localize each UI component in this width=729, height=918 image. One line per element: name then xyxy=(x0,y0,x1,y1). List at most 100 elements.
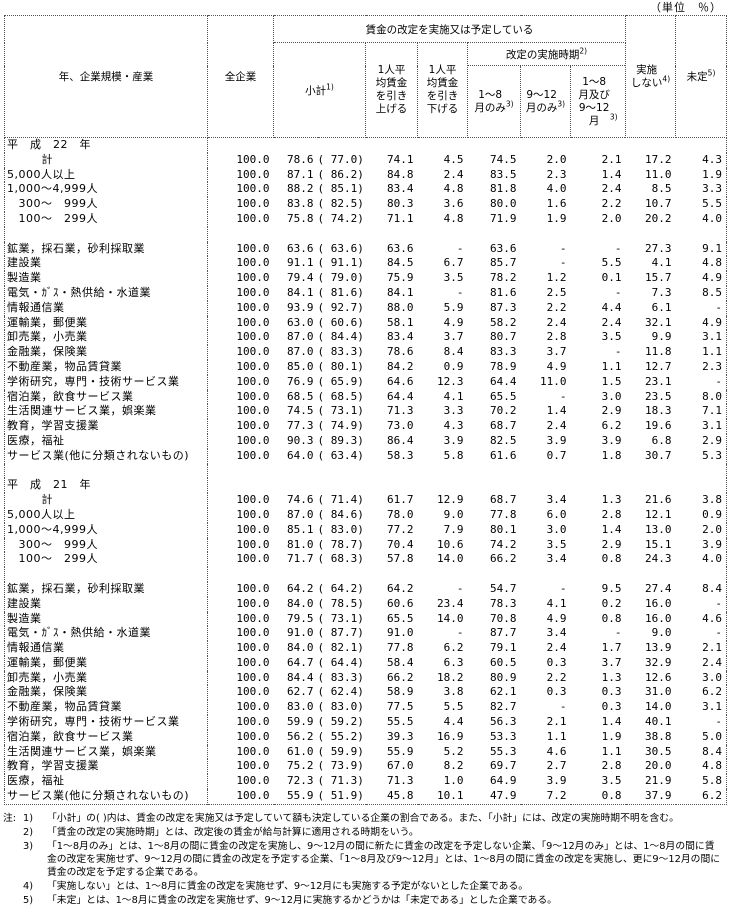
value-cell: 1.1 xyxy=(702,345,723,359)
value-cell: 2.5 xyxy=(546,285,567,299)
value-cell: 3.9 xyxy=(443,433,464,447)
footnote-ref-3: 3) xyxy=(557,99,566,108)
value-cell: 64.6 xyxy=(387,374,414,388)
data-row: 300〜 999人 100.0 81.0( 78.7) 70.4 10.6 74.2 3.5… xyxy=(4,537,727,553)
value-cell: 27.3 xyxy=(645,241,672,255)
footnote-number: 1) xyxy=(23,812,34,824)
value-cell: 9.9 xyxy=(651,330,672,344)
value-cell: 100.0 xyxy=(236,345,270,359)
value-cell xyxy=(521,464,571,479)
value-cell: 4.4 xyxy=(443,715,464,729)
value-cell: 1.4 xyxy=(601,715,622,729)
value-cell: 80.0 xyxy=(490,197,517,211)
value-cell: 100.0 xyxy=(236,641,270,655)
value-cell: 88.2 xyxy=(287,182,314,196)
value-cell: 0.9 xyxy=(443,359,464,373)
value-cell: 58.9 xyxy=(387,685,414,699)
value-cell xyxy=(626,567,676,582)
value-cell: 4.4 xyxy=(601,300,622,314)
data-row: 100〜 299人 100.0 75.8( 74.2) 71.1 4.8 71.9 1.9 2… xyxy=(4,211,727,227)
value-cell: 53.3 xyxy=(490,729,517,743)
value-cell: 68.5 xyxy=(287,389,314,403)
value-cell: 8.0 xyxy=(702,389,723,403)
data-row: 情報通信業 100.0 84.0( 82.1) 77.8 6.2 79.1 2.4 1.7 13… xyxy=(4,641,727,656)
header-timing-label: 改定の実施時期 xyxy=(505,48,580,61)
value-cell: 88.0 xyxy=(387,300,414,314)
value-cell: 5.0 xyxy=(702,729,723,743)
value-cell: 1.7 xyxy=(601,641,622,655)
footnotes: 注: 1) 「小計」の( )内は、賃金の改定を実施又は予定していて額も決定してい… xyxy=(3,812,726,907)
header-timing-sep-dec: 9〜12 月のみ3) xyxy=(520,65,571,138)
value-cell: 74.5 xyxy=(490,152,517,166)
value-cell: 2.8 xyxy=(601,507,622,521)
value-cell: 1.3 xyxy=(601,493,622,507)
value-cell: 2.2 xyxy=(546,670,567,684)
data-row: 宿泊業，飲食サービス業 100.0 56.2( 55.2) 39.3 16.9 53.3 1… xyxy=(4,729,727,745)
value-cell: 100.0 xyxy=(236,700,270,714)
data-row: 建設業 100.0 84.0( 78.5) 60.6 23.4 78.3 4.1 0.2 16.… xyxy=(4,596,727,612)
data-row: 100〜 299人 100.0 71.7( 68.3) 57.8 14.0 66.2 3.4… xyxy=(4,552,727,568)
value-cell xyxy=(418,227,468,242)
value-cell: 74.2 xyxy=(490,537,517,551)
value-cell: 83.4 xyxy=(387,330,414,344)
value-cell: 65.5 xyxy=(387,611,414,625)
value-cell: 39.3 xyxy=(387,729,414,743)
value-cell: 2.8 xyxy=(546,330,567,344)
header-lower: 1人平 均賃金 を引き 下げる xyxy=(417,42,468,138)
row-label: 100〜 299人 xyxy=(4,211,208,227)
value-cell: 100.0 xyxy=(236,419,270,433)
data-row: サービス業(他に分類されないもの) 100.0 64.0( 63.4) 58.3 5.8… xyxy=(4,448,727,464)
value-cell: 11.0 xyxy=(540,374,567,388)
value-cell: - xyxy=(559,256,567,270)
value-cell: 20.0 xyxy=(645,759,672,773)
value-cell xyxy=(418,478,468,493)
value-cell xyxy=(208,138,274,153)
spacer-row xyxy=(4,463,727,479)
value-cell: 4.5 xyxy=(443,152,464,166)
value-cell: ( 83.0) xyxy=(317,700,364,714)
value-cell: 78.9 xyxy=(490,359,517,373)
value-cell: 81.6 xyxy=(490,285,517,299)
value-cell: 1.1 xyxy=(601,744,622,758)
value-cell xyxy=(418,464,468,479)
value-cell: ( 64.4) xyxy=(317,655,364,669)
header-timing-jan-aug-label: 1〜8 月のみ xyxy=(474,88,506,114)
value-cell: 3.4 xyxy=(546,626,567,640)
data-row: 医療，福祉 100.0 72.3( 71.3) 71.3 1.0 64.9 3.9 3.5 21… xyxy=(4,774,727,790)
value-cell: 21.9 xyxy=(645,774,672,788)
value-cell: 71.1 xyxy=(387,211,414,225)
value-cell: - xyxy=(559,581,567,595)
value-cell: 0.2 xyxy=(601,596,622,610)
value-cell: 100.0 xyxy=(236,197,270,211)
value-cell: 1.4 xyxy=(601,522,622,536)
footnote-text: 「賃金の改定の実施時期」とは、改定後の賃金が給与計算に適用される時期をいう。 xyxy=(47,826,419,838)
value-cell: ( 74.2) xyxy=(317,211,364,225)
value-cell: 4.6 xyxy=(702,611,723,625)
value-cell: ( 63.6) xyxy=(317,241,364,255)
row-label: 卸売業，小売業 xyxy=(4,670,208,686)
value-cell: ( 59.2) xyxy=(317,715,364,729)
value-cell: 60.5 xyxy=(490,655,517,669)
header-raise-label: 1人平 均賃金 を引き 上げる xyxy=(375,64,408,115)
value-cell: 93.9 xyxy=(287,300,314,314)
value-cell: ( 74.9) xyxy=(317,419,364,433)
row-label: 不動産業，物品賃貸業 xyxy=(4,700,208,716)
value-cell: 65.5 xyxy=(490,389,517,403)
value-cell: 1.6 xyxy=(546,197,567,211)
value-cell: ( 83.0) xyxy=(317,522,364,536)
value-cell: - xyxy=(456,241,464,255)
value-cell: 7.3 xyxy=(651,285,672,299)
value-cell: 2.4 xyxy=(702,655,723,669)
row-label: 学術研究，専門・技術サービス業 xyxy=(4,715,208,730)
value-cell: 40.1 xyxy=(645,715,672,729)
value-cell: - xyxy=(614,241,622,255)
value-cell: ( 83.3) xyxy=(317,670,364,684)
value-cell: - xyxy=(614,626,622,640)
value-cell: 30.7 xyxy=(645,448,672,462)
value-cell: 3.7 xyxy=(443,330,464,344)
row-label: 100〜 299人 xyxy=(4,552,208,568)
value-cell: - xyxy=(715,374,723,388)
value-cell: 4.8 xyxy=(443,182,464,196)
value-cell: ( 71.4) xyxy=(317,493,364,507)
value-cell: 100.0 xyxy=(236,285,270,299)
